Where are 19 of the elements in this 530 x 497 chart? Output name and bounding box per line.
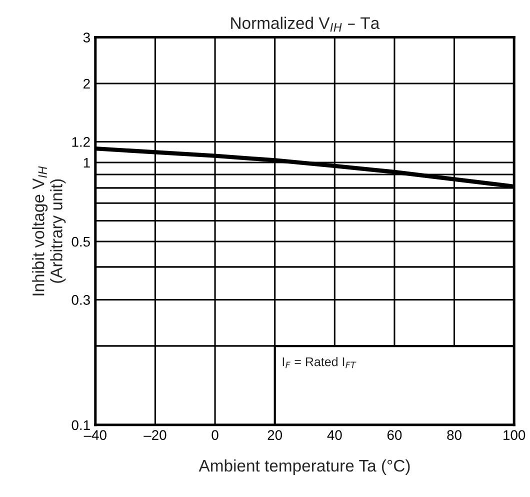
- x-tick-label: 20: [268, 430, 282, 440]
- x-tick-label: 100: [504, 430, 526, 440]
- y-tick-label: 0.3: [72, 295, 90, 305]
- x-tick-label: –40: [84, 430, 106, 440]
- x-tick-label: 60: [387, 430, 402, 440]
- x-axis-title: Ambient temperature Ta (°C): [198, 459, 410, 475]
- x-tick-label: 80: [447, 430, 462, 440]
- y-tick-label: 3: [83, 32, 90, 42]
- y-tick-label: 2: [84, 78, 90, 89]
- y-axis-title: Inhibit voltage V$_{IH}$ (Arbitrary unit): [32, 166, 66, 296]
- x-tick-label: 40: [327, 430, 342, 440]
- annotation: I$_{F}$ = Rated I$_{FT}$: [282, 357, 356, 368]
- x-tick-label: 0: [212, 430, 218, 440]
- x-tick-label: –20: [144, 430, 166, 440]
- y-tick-label: 0.1: [72, 420, 90, 430]
- y-tick-label: 1: [84, 158, 90, 168]
- chart-title: Normalized V$_{IH}$ – Ta: [231, 16, 380, 32]
- y-tick-label: 0.5: [72, 236, 90, 247]
- y-tick-label: 1.2: [72, 137, 90, 147]
